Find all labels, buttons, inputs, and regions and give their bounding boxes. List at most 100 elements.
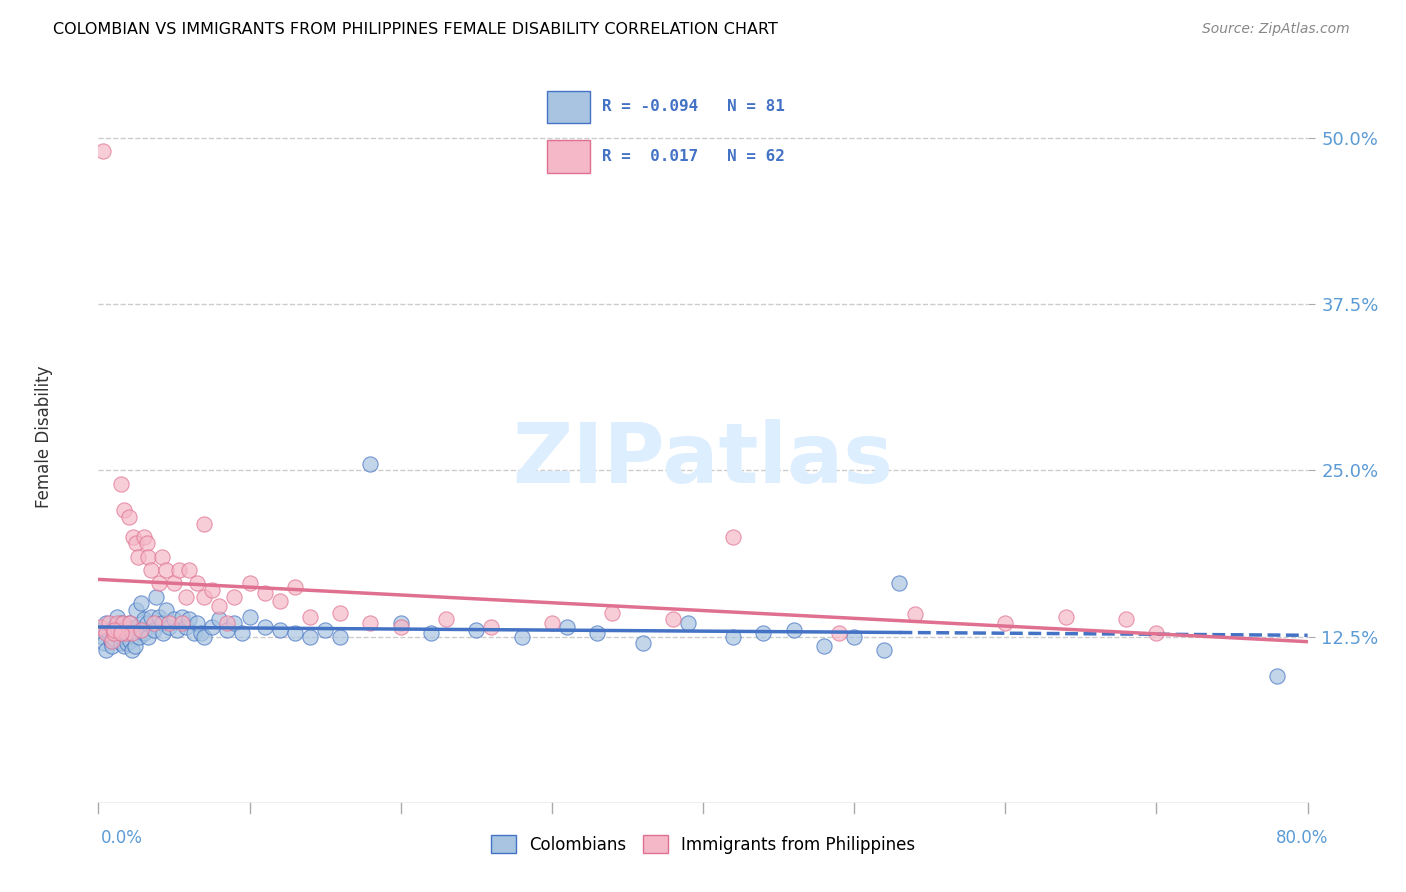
Point — [186, 576, 208, 591]
Point — [110, 636, 132, 650]
Point — [284, 580, 307, 594]
Point — [155, 563, 177, 577]
Point — [103, 627, 125, 641]
Point — [141, 609, 163, 624]
Point — [360, 457, 382, 471]
Point — [125, 536, 148, 550]
Point — [120, 633, 142, 648]
Point — [269, 593, 291, 607]
Text: Female Disability: Female Disability — [35, 366, 53, 508]
Point — [555, 620, 578, 634]
Point — [540, 616, 562, 631]
Point — [145, 590, 167, 604]
Point — [299, 609, 322, 624]
Point — [136, 549, 159, 564]
Point — [118, 509, 141, 524]
Text: 80.0%: 80.0% — [1277, 829, 1329, 847]
Point — [224, 616, 246, 631]
Point — [510, 630, 533, 644]
Point — [103, 623, 125, 637]
Point — [215, 616, 238, 631]
Point — [143, 616, 166, 631]
Point — [224, 590, 246, 604]
Point — [114, 620, 136, 634]
Point — [215, 623, 238, 637]
Point — [127, 549, 149, 564]
Text: R =  0.017   N = 62: R = 0.017 N = 62 — [602, 149, 785, 164]
Point — [186, 616, 208, 631]
Point — [661, 612, 683, 626]
Point — [93, 636, 115, 650]
Point — [170, 609, 193, 624]
Point — [98, 625, 121, 640]
Point — [586, 625, 609, 640]
Point — [179, 563, 201, 577]
Point — [141, 563, 163, 577]
Point — [100, 633, 122, 648]
Point — [676, 616, 699, 631]
Point — [844, 630, 866, 644]
Point — [159, 616, 181, 631]
Point — [1054, 609, 1077, 624]
Point — [389, 616, 412, 631]
Point — [105, 616, 128, 631]
Point — [94, 643, 117, 657]
Point — [150, 616, 173, 631]
Point — [114, 625, 136, 640]
Point — [631, 636, 654, 650]
Point — [208, 599, 231, 613]
Point — [105, 609, 128, 624]
Point — [89, 620, 111, 634]
Point — [110, 616, 132, 631]
Point — [170, 616, 193, 631]
Point — [121, 643, 143, 657]
Text: Source: ZipAtlas.com: Source: ZipAtlas.com — [1202, 22, 1350, 37]
Point — [118, 625, 141, 640]
Point — [231, 625, 253, 640]
FancyBboxPatch shape — [547, 91, 591, 123]
Point — [121, 625, 143, 640]
Text: 0.0%: 0.0% — [101, 829, 143, 847]
Point — [723, 530, 745, 544]
Point — [174, 620, 197, 634]
Point — [91, 144, 114, 158]
Point — [602, 606, 624, 620]
Point — [163, 612, 186, 626]
Point — [314, 623, 336, 637]
Point — [904, 607, 927, 621]
Point — [115, 636, 138, 650]
Point — [125, 620, 148, 634]
Point — [143, 623, 166, 637]
Point — [752, 625, 775, 640]
Point — [723, 630, 745, 644]
Point — [201, 620, 224, 634]
Point — [94, 616, 117, 631]
Point — [112, 639, 135, 653]
Point — [481, 620, 503, 634]
Point — [193, 516, 215, 531]
Point — [813, 639, 835, 653]
Point — [148, 576, 170, 591]
Point — [122, 623, 145, 637]
Point — [434, 612, 457, 626]
Point — [994, 616, 1017, 631]
Point — [208, 612, 231, 626]
Point — [193, 590, 215, 604]
Point — [183, 625, 205, 640]
Point — [135, 536, 157, 550]
Point — [132, 625, 155, 640]
Point — [110, 625, 132, 640]
Point — [111, 625, 134, 640]
Point — [828, 625, 851, 640]
Text: ZIPatlas: ZIPatlas — [513, 418, 893, 500]
Point — [111, 616, 134, 631]
Point — [129, 596, 152, 610]
Point — [152, 625, 174, 640]
Point — [159, 620, 181, 634]
Text: R = -0.094   N = 81: R = -0.094 N = 81 — [602, 99, 785, 114]
Point — [128, 630, 150, 644]
Point — [94, 625, 117, 640]
Point — [253, 620, 276, 634]
Point — [129, 623, 152, 637]
Point — [299, 630, 322, 644]
